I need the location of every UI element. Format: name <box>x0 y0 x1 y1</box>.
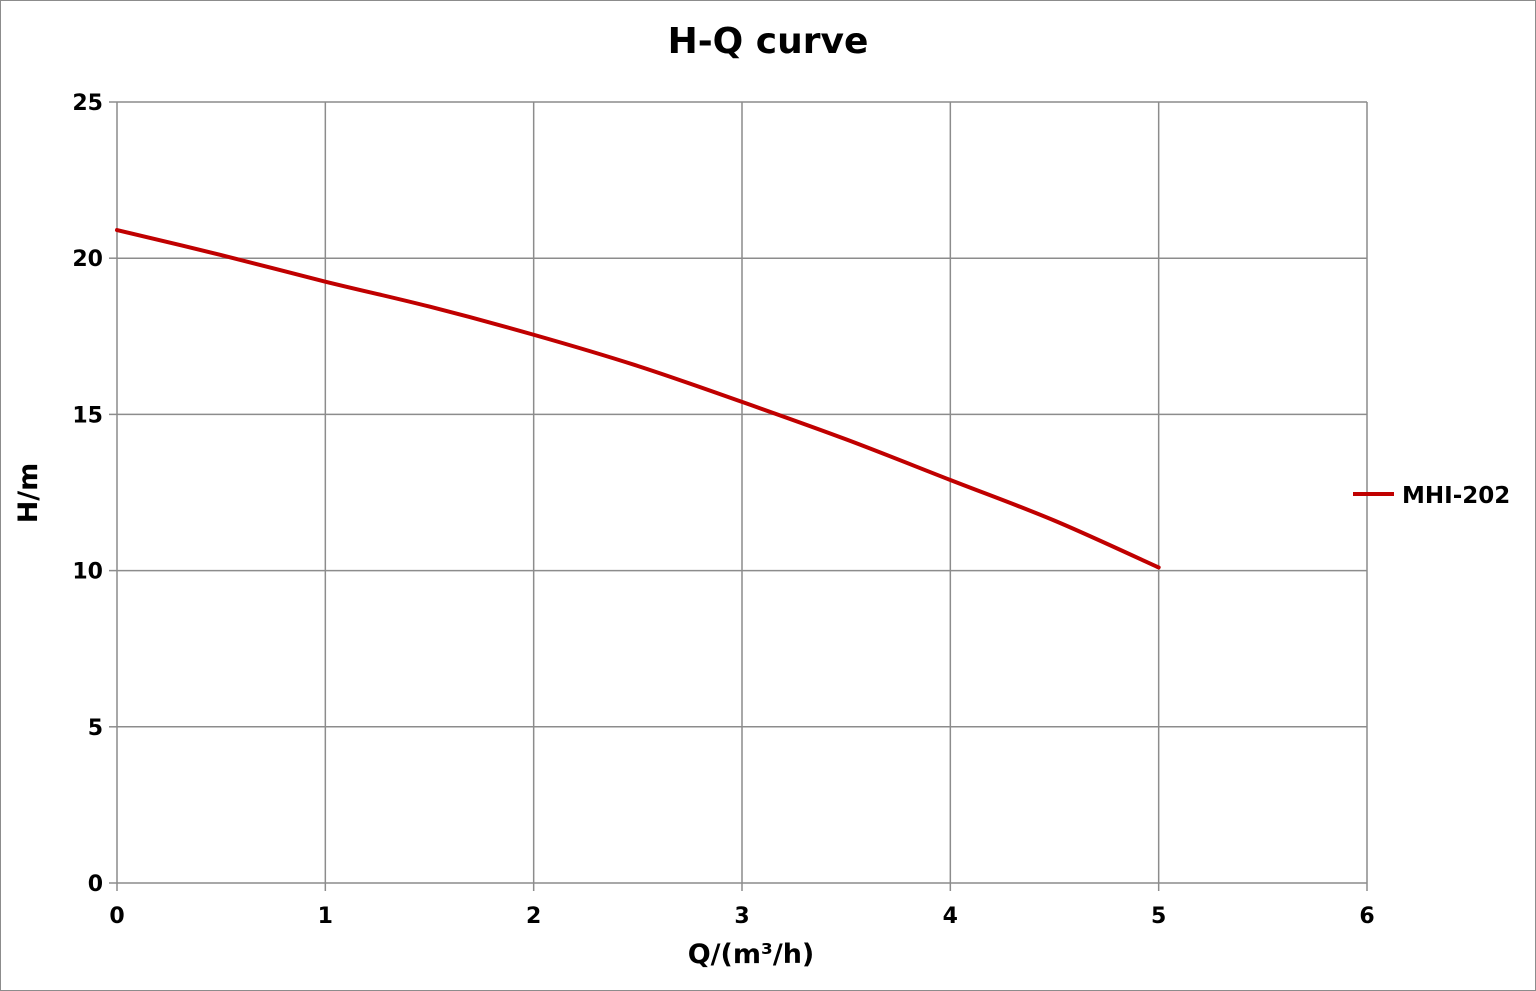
series-line-0 <box>115 228 1161 570</box>
x-tick-label: 5 <box>1151 904 1166 929</box>
y-tick-label: 0 <box>88 872 103 897</box>
x-axis-label: Q/(m³/h) <box>688 939 815 970</box>
series-layer <box>115 228 1161 570</box>
series-point <box>740 400 744 404</box>
series-point <box>844 437 848 441</box>
series-point <box>948 478 952 482</box>
series-point <box>1157 565 1161 569</box>
x-tick-label: 0 <box>109 904 124 929</box>
x-tick-label: 4 <box>943 904 958 929</box>
y-tick-label: 10 <box>72 560 103 585</box>
chart-title: H-Q curve <box>668 21 869 62</box>
tick-label-layer: 0 5 10 15 20 25 0 1 2 3 4 5 6 <box>72 91 1374 929</box>
y-tick-label: 15 <box>72 403 103 428</box>
y-tick-label: 20 <box>72 247 103 272</box>
x-tick-label: 3 <box>734 904 749 929</box>
y-tick-label: 5 <box>88 716 103 741</box>
x-tick-label: 2 <box>526 904 541 929</box>
x-tick-label: 6 <box>1359 904 1374 929</box>
grid-layer <box>117 101 1368 883</box>
series-point <box>636 364 640 368</box>
y-axis-label: H/m <box>13 463 44 524</box>
y-tick-label: 25 <box>72 91 103 116</box>
axis-layer <box>109 101 1368 891</box>
legend-label: MHI-202 <box>1402 483 1510 509</box>
series-point <box>219 253 223 257</box>
series-point <box>323 280 327 284</box>
series-point <box>1053 519 1057 523</box>
series-point <box>428 305 432 309</box>
series-point <box>115 228 119 232</box>
legend: MHI-202 <box>1353 483 1510 509</box>
series-point <box>532 333 536 337</box>
x-tick-label: 1 <box>318 904 333 929</box>
